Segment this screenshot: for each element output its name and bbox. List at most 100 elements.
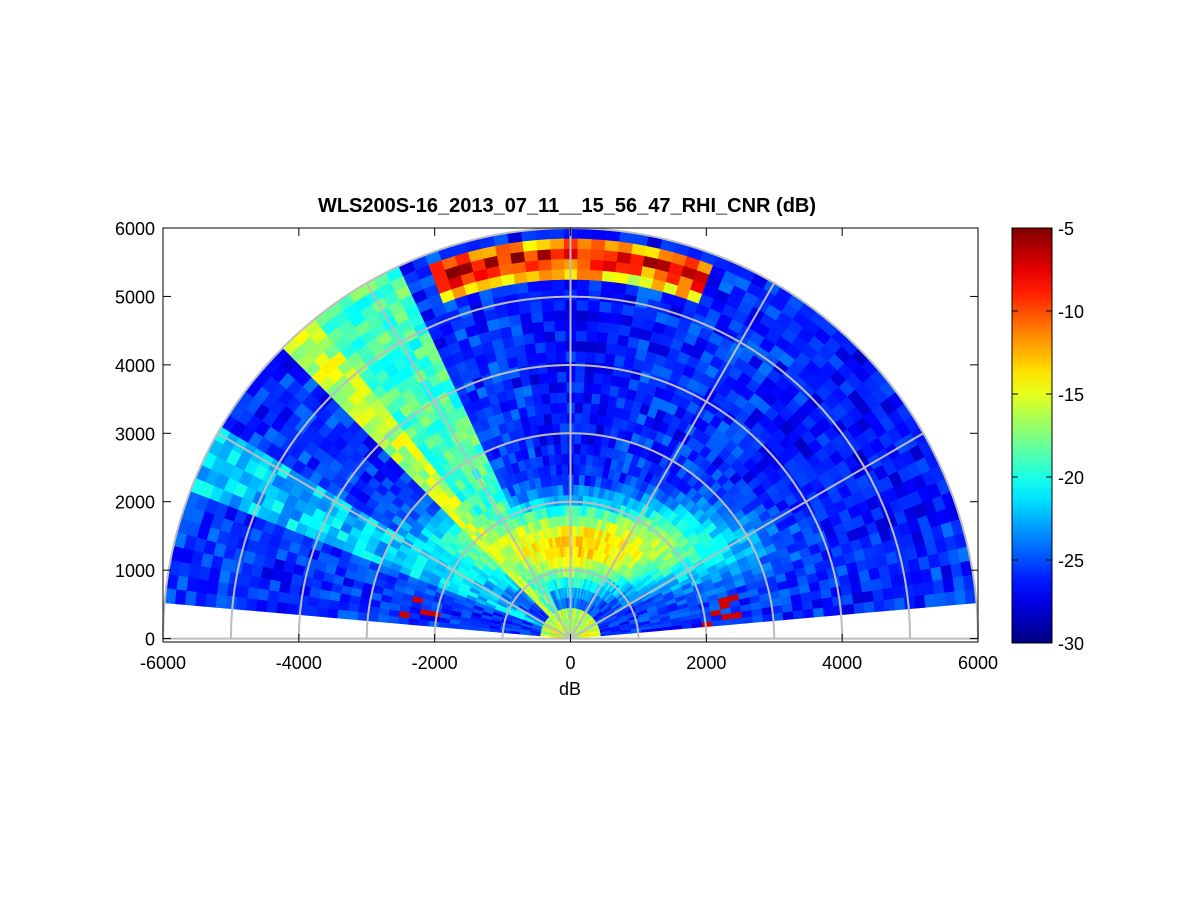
heatmap-cell: [225, 596, 236, 609]
heatmap-cell: [549, 393, 558, 404]
heatmap-cell: [581, 434, 589, 445]
heatmap-cell: [576, 341, 587, 352]
heatmap-cell: [572, 536, 576, 546]
heatmap-cell: [590, 249, 604, 260]
heatmap-cell: [894, 597, 905, 610]
heatmap-cell: [548, 382, 557, 393]
y-tick-label: 6000: [115, 219, 155, 239]
heatmap-cell: [538, 373, 548, 384]
heatmap-cell: [589, 280, 602, 291]
heatmap-cell: [563, 485, 569, 496]
heatmap-cell: [577, 495, 583, 506]
heatmap-cell: [573, 495, 578, 505]
heatmap-cell: [531, 311, 543, 322]
heatmap-cell: [557, 372, 567, 383]
y-tick-label: 5000: [115, 287, 155, 307]
heatmap-cell: [523, 333, 535, 345]
heatmap-cell: [582, 403, 591, 414]
heatmap-cell: [559, 423, 567, 434]
heatmap-cell: [577, 279, 590, 290]
heatmap-cell: [536, 239, 550, 250]
heatmap-cell: [297, 605, 308, 616]
heatmap-cell: [577, 269, 590, 280]
heatmap-cell: [833, 605, 844, 616]
heatmap-cell: [289, 584, 301, 596]
heatmap-cell: [813, 607, 824, 617]
heatmap-cell: [449, 624, 460, 629]
heatmap-cell: [555, 341, 566, 352]
heatmap-cell: [893, 586, 905, 599]
heatmap-cell: [854, 602, 865, 613]
heatmap-cell: [525, 260, 539, 272]
heatmap-cell: [550, 403, 559, 414]
heatmap-cell: [581, 423, 589, 434]
x-tick-label: -4000: [276, 653, 322, 673]
heatmap-cell: [317, 607, 328, 617]
heatmap-cell: [286, 604, 297, 615]
heatmap-cell: [554, 320, 565, 331]
colorbar-tick-label: -25: [1058, 551, 1084, 571]
heatmap-cell: [592, 383, 602, 394]
heatmap-cell: [600, 291, 613, 303]
heatmap-cell: [864, 601, 875, 613]
colorbar-tick-label: -30: [1058, 634, 1084, 654]
heatmap-cell: [576, 300, 588, 311]
y-tick-label: 3000: [115, 424, 155, 444]
heatmap-cell: [579, 464, 586, 475]
heatmap-cell: [551, 269, 564, 280]
heatmap-cell: [533, 332, 545, 343]
heatmap-cell: [547, 362, 557, 373]
heatmap-cell: [560, 433, 567, 444]
heatmap-cell: [573, 505, 578, 515]
heatmap-cell: [600, 384, 610, 395]
heatmap-cell: [603, 260, 617, 272]
heatmap-cell: [602, 271, 616, 283]
colorbar-tick-label: -20: [1058, 468, 1084, 488]
heatmap-cell: [328, 600, 339, 610]
heatmap-cell: [572, 546, 575, 556]
heatmap-cell: [205, 594, 217, 608]
heatmap-cell: [601, 281, 614, 293]
heatmap-cell: [388, 616, 399, 623]
heatmap-cell: [580, 444, 587, 455]
heatmap-cell: [246, 599, 257, 611]
heatmap-cell: [299, 586, 311, 597]
heatmap-cell: [541, 300, 553, 311]
heatmap-cell: [185, 591, 197, 606]
heatmap-cell: [607, 333, 619, 345]
heatmap-cell: [572, 526, 576, 536]
heatmap-cell: [874, 600, 885, 612]
heatmap-cell: [561, 454, 568, 465]
x-tick-label: 4000: [822, 653, 862, 673]
heatmap-cell: [599, 301, 612, 313]
heatmap-cell: [555, 331, 566, 342]
heatmap-cell: [913, 582, 925, 596]
heatmap-cell: [904, 596, 915, 609]
x-tick-label: 6000: [958, 653, 998, 673]
heatmap-cell: [560, 444, 567, 455]
heatmap-cell: [518, 302, 531, 314]
heatmap-cell: [588, 424, 596, 435]
heatmap-cell: [584, 372, 594, 383]
heatmap-cell: [924, 594, 936, 608]
heatmap-cell: [955, 590, 967, 605]
heatmap-cell: [844, 604, 855, 615]
heatmap-cell: [540, 290, 553, 301]
heatmap-cell: [520, 313, 533, 325]
heatmap-cell: [585, 352, 596, 363]
heatmap-cell: [613, 282, 627, 294]
heatmap-cell: [398, 617, 409, 624]
colorbar-tick-label: -10: [1058, 302, 1084, 322]
heatmap-cell: [537, 363, 547, 374]
heatmap-cell: [558, 392, 567, 403]
heatmap-cell: [609, 313, 622, 325]
heatmap-cell: [247, 587, 259, 600]
heatmap-cell: [597, 414, 606, 425]
heatmap-cell: [591, 393, 600, 404]
heatmap-cell: [574, 454, 581, 465]
heatmap-cell: [553, 300, 565, 311]
heatmap-cell: [945, 591, 957, 606]
heatmap-cell: [577, 249, 591, 260]
